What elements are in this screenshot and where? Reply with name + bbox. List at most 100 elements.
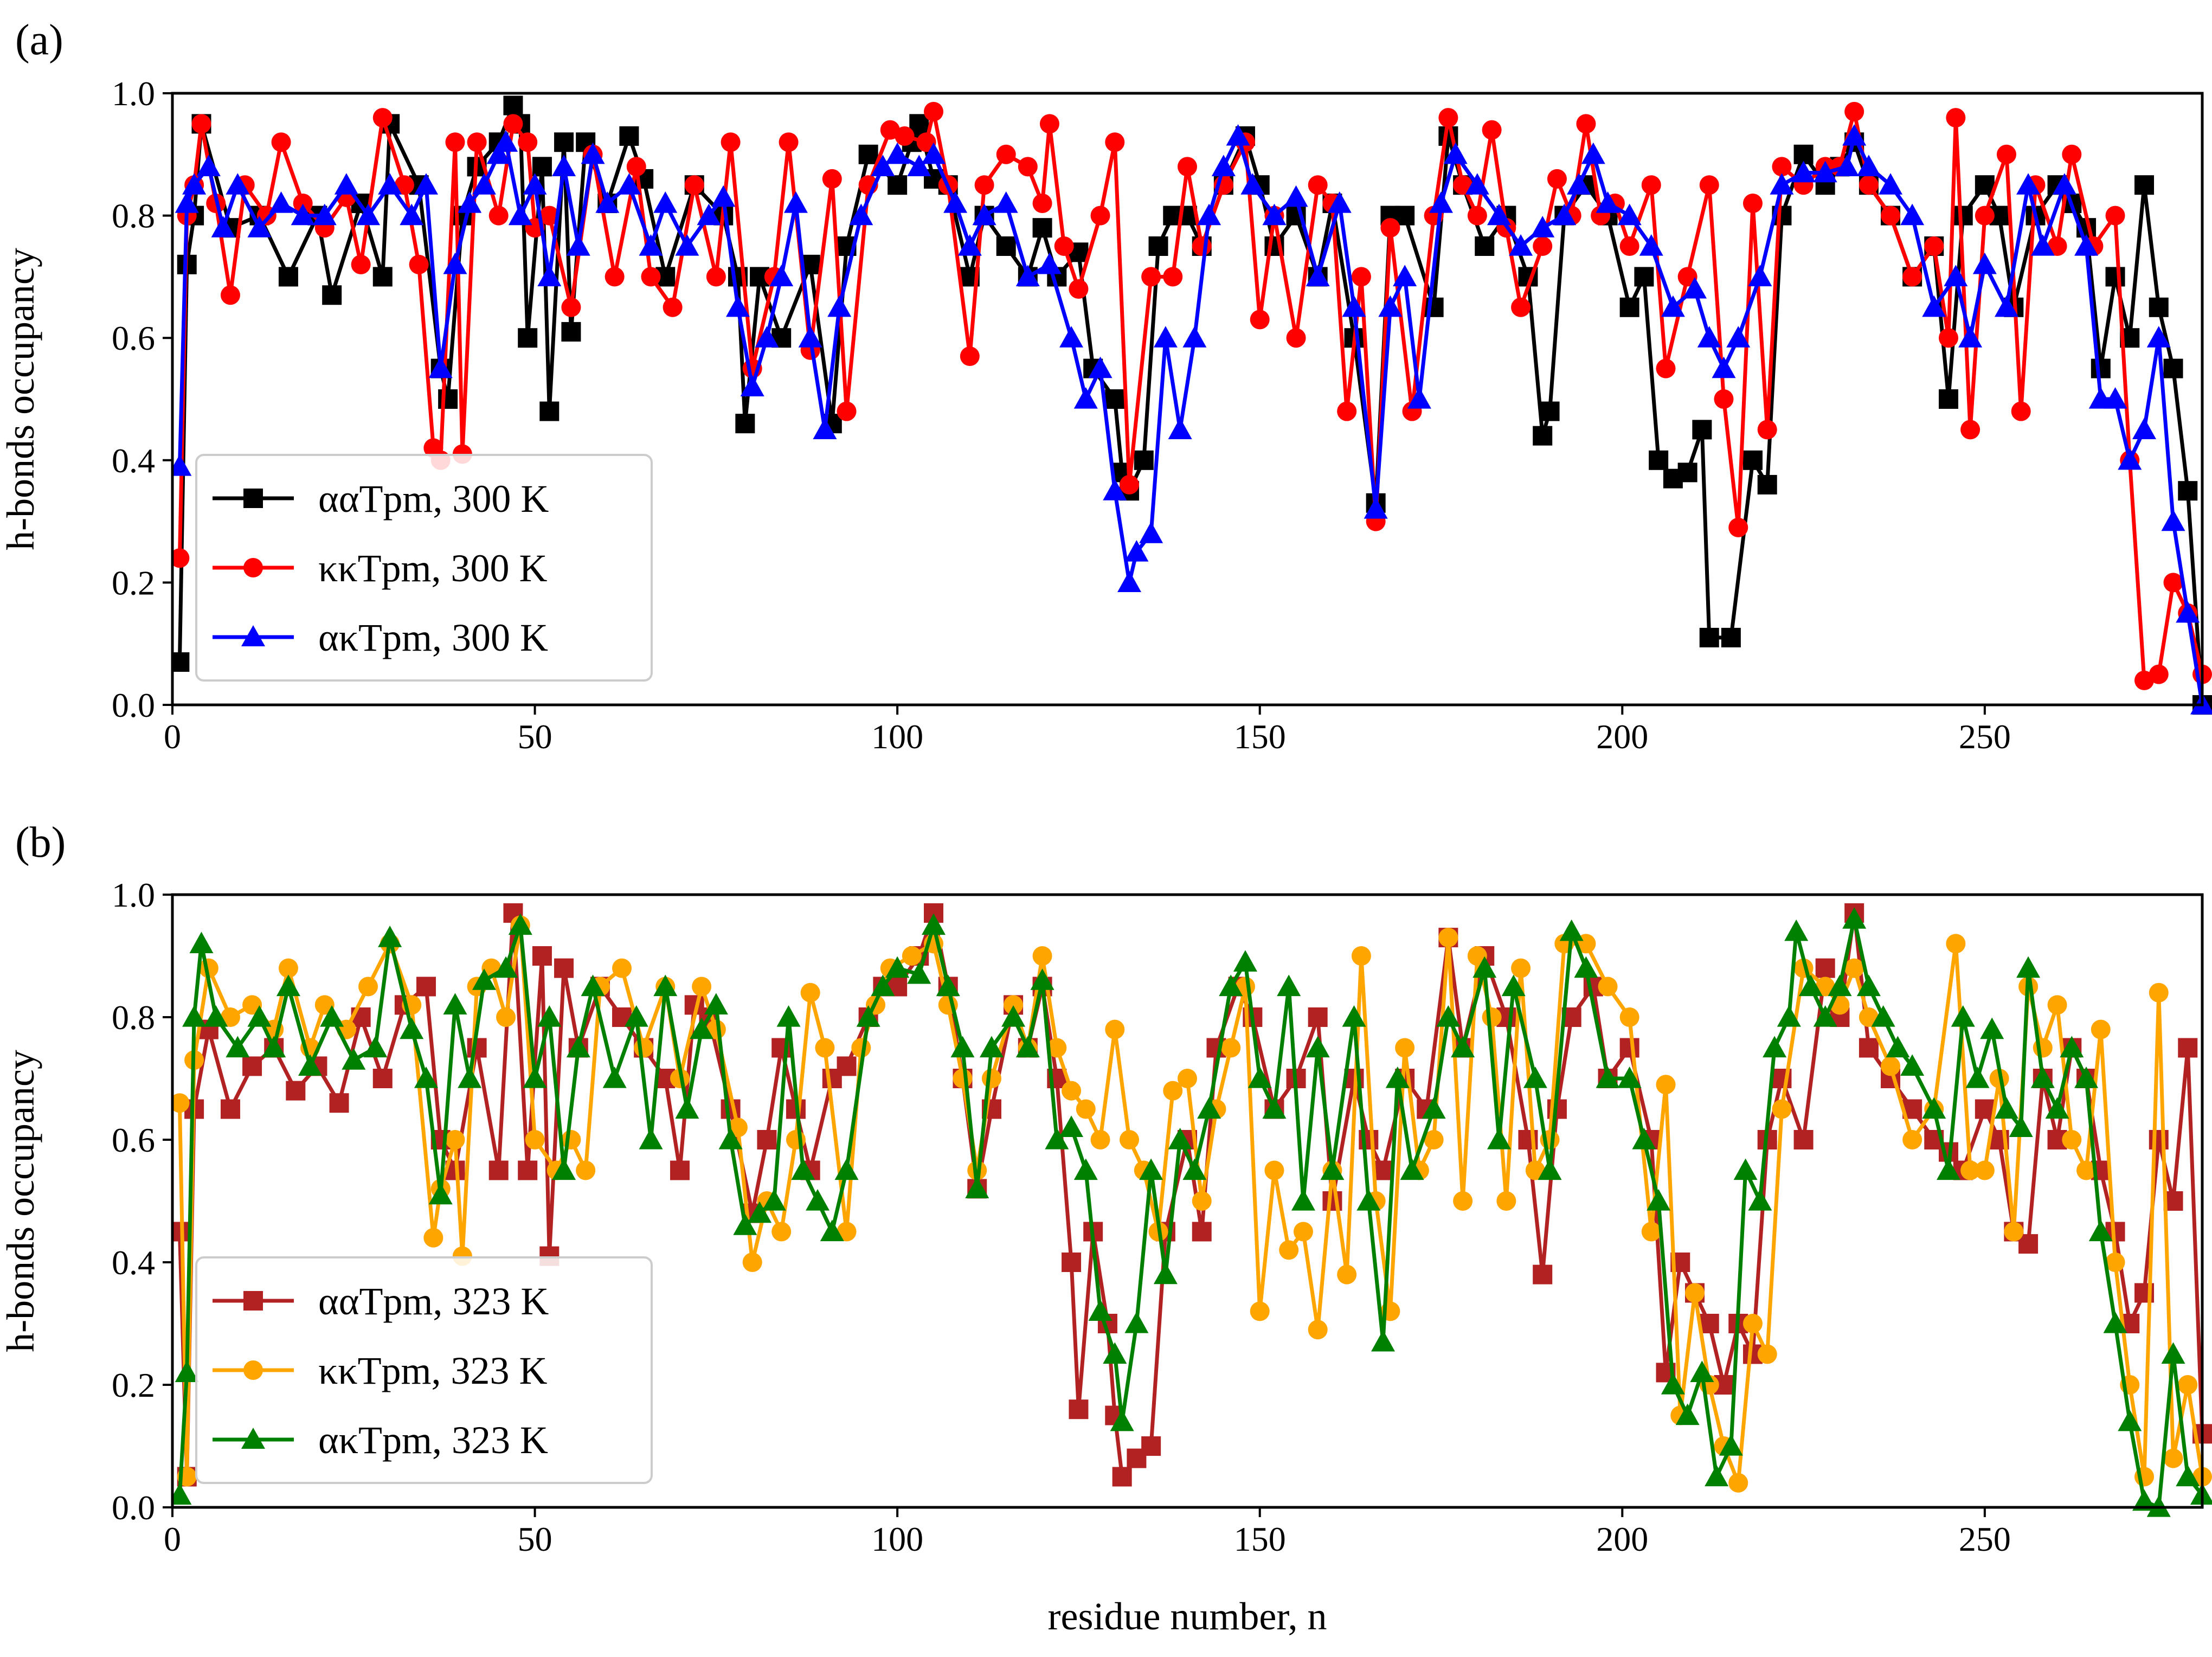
data-point [1525, 1160, 1545, 1180]
data-point [322, 285, 342, 305]
data-point [1501, 974, 1526, 997]
data-point [1496, 1191, 1516, 1211]
data-point [1364, 497, 1388, 519]
data-point [458, 1067, 482, 1088]
data-point [2105, 1253, 2125, 1272]
data-point [1141, 1436, 1161, 1456]
data-point [1153, 1262, 1178, 1285]
data-point [2134, 175, 2155, 195]
data-point [626, 157, 646, 177]
data-point [2149, 1130, 2169, 1149]
data-point [2163, 358, 2183, 378]
data-point [1197, 1097, 1221, 1119]
data-point [182, 1005, 207, 1027]
data-point [320, 1005, 344, 1027]
data-point [1015, 265, 1040, 286]
data-point [1683, 277, 1707, 299]
data-point [298, 1054, 323, 1076]
data-point [1400, 1158, 1424, 1180]
y-tick-label: 0.8 [112, 998, 155, 1037]
data-point [2091, 1019, 2111, 1039]
data-point [2163, 573, 2183, 593]
data-point [740, 375, 764, 397]
data-point [189, 932, 214, 953]
data-point [960, 346, 980, 367]
data-point [972, 203, 996, 226]
data-point [1482, 120, 1502, 140]
data-point [895, 126, 915, 146]
x-tick-label: 250 [1959, 717, 2011, 756]
data-point [1677, 463, 1697, 483]
data-point [1856, 155, 1881, 176]
panel-label: (a) [15, 16, 63, 64]
data-point [488, 1160, 509, 1180]
data-point [191, 114, 211, 134]
data-point [1748, 1189, 1772, 1211]
data-point [438, 389, 458, 409]
data-point [2052, 173, 2076, 195]
data-point [837, 1056, 857, 1076]
x-tick-label: 50 [518, 717, 552, 756]
data-point [1015, 1036, 1040, 1058]
data-point [443, 252, 467, 274]
data-point [1770, 173, 1794, 195]
data-point [1742, 1314, 1763, 1333]
y-tick-label: 0.4 [112, 1243, 155, 1282]
data-point [226, 1036, 250, 1058]
data-point [605, 267, 625, 287]
data-point [1859, 1007, 1879, 1027]
data-point [1726, 326, 1751, 348]
data-point [486, 142, 511, 164]
data-point [2176, 1465, 2200, 1487]
data-point [1946, 934, 1966, 954]
data-point [532, 157, 552, 177]
data-point [2062, 1130, 2082, 1149]
data-point [525, 1130, 545, 1149]
data-point [1226, 124, 1250, 146]
data-point [979, 1036, 1004, 1058]
data-point [1351, 267, 1371, 287]
data-point [748, 1201, 772, 1223]
data-point [907, 962, 931, 984]
data-point [566, 1036, 590, 1058]
data-point [2132, 1489, 2157, 1511]
data-point [1395, 1038, 1415, 1058]
data-point [1178, 157, 1197, 177]
data-point [1712, 356, 1736, 378]
data-point [566, 234, 590, 256]
y-tick-label: 0.0 [112, 1488, 155, 1527]
data-point [378, 926, 402, 947]
data-point [634, 1038, 654, 1058]
data-point [1881, 205, 1901, 226]
data-point [278, 267, 298, 287]
data-point [1632, 1128, 1656, 1149]
data-point [1073, 387, 1098, 409]
data-point [523, 173, 547, 195]
data-point [1567, 173, 1591, 195]
data-point [2011, 401, 2031, 421]
data-point [1944, 265, 1968, 286]
data-point [1062, 1253, 1082, 1272]
data-point [1124, 540, 1149, 562]
x-tick-label: 200 [1596, 717, 1648, 756]
data-point [1088, 1299, 1113, 1321]
data-point [1112, 1467, 1132, 1487]
data-point [539, 401, 560, 421]
data-point [733, 1213, 757, 1235]
data-point [1815, 958, 1835, 978]
data-point [1719, 1434, 1743, 1456]
data-point [1076, 1099, 1096, 1119]
data-point [262, 1036, 286, 1058]
data-point [922, 913, 946, 935]
data-point [1844, 958, 1864, 978]
data-point [416, 977, 436, 997]
data-point [849, 203, 873, 226]
data-point [1105, 1019, 1125, 1039]
data-point [1547, 169, 1567, 189]
data-point [1647, 1189, 1671, 1211]
data-point [1924, 236, 1944, 256]
data-point [2062, 144, 2082, 164]
data-point [981, 1069, 1001, 1088]
data-point [798, 326, 822, 348]
y-axis-label: h-bonds occupancy [0, 1050, 42, 1352]
